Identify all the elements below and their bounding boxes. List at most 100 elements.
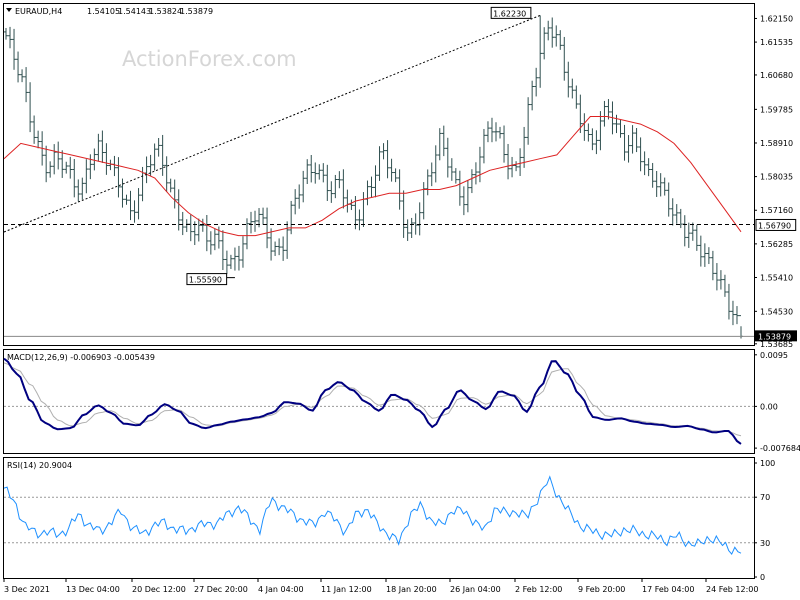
price-bar — [8, 26, 13, 49]
collapse-arrow-icon[interactable] — [6, 8, 12, 12]
price-bar — [120, 178, 125, 208]
price-bar — [409, 217, 414, 239]
price-tick-label: 1.53685 — [760, 340, 793, 349]
price-bar — [277, 238, 282, 256]
price-bar — [28, 82, 33, 133]
price-bar — [485, 121, 490, 143]
price-bar — [192, 221, 197, 246]
x-tick-label: 2 Feb 12:00 — [515, 585, 562, 594]
price-bar — [176, 189, 181, 231]
price-bar — [289, 200, 294, 235]
rsi-panel — [3, 457, 755, 579]
rsi-tick-label: 100 — [760, 459, 775, 468]
price-bar — [16, 51, 21, 83]
price-bar — [397, 169, 402, 210]
price-bar — [96, 133, 101, 162]
price-bar — [698, 235, 703, 267]
price-bar — [522, 126, 527, 168]
price-bar — [273, 241, 278, 256]
price-bar — [164, 156, 169, 192]
price-bar — [706, 247, 711, 265]
price-bar — [425, 169, 430, 196]
price-bar — [156, 137, 161, 157]
rsi-tick-label: 70 — [760, 493, 770, 502]
price-bar — [84, 159, 89, 194]
x-axis: 3 Dec 2021 13 Dec 04:00 20 Dec 12:00 27 Dec… — [3, 578, 758, 594]
price-bar — [726, 283, 731, 320]
price-bar — [558, 30, 563, 50]
price-bar — [714, 263, 719, 291]
price-bar — [325, 164, 330, 201]
price-bar — [333, 174, 338, 199]
watermark: ActionForex.com — [122, 47, 297, 71]
price-bar — [369, 176, 374, 198]
price-bar — [489, 117, 494, 143]
macd-layer: MACD(12,26,9) -0.006903 -0.005439 0.0095 0… — [3, 351, 800, 453]
high-annotation: 1.62230 — [493, 9, 526, 18]
price-bar — [136, 188, 141, 220]
price-bar — [208, 231, 213, 255]
price-bar — [52, 144, 57, 175]
trend-line — [3, 14, 541, 233]
price-bar — [36, 130, 41, 149]
price-bar — [269, 228, 274, 261]
price-bar — [92, 148, 97, 171]
price-bar — [494, 122, 498, 142]
price-bar — [457, 170, 462, 206]
price-bar — [148, 154, 153, 177]
price-bar — [357, 209, 362, 231]
price-bar — [650, 162, 655, 188]
price-bar — [674, 204, 679, 224]
low-annotation: 1.55590 — [189, 276, 222, 285]
price-bar — [313, 162, 318, 184]
price-tick-label: 1.55410 — [760, 274, 793, 283]
price-bar — [309, 155, 314, 183]
price-bar — [32, 115, 37, 144]
price-bar — [646, 158, 651, 177]
price-bar — [116, 157, 121, 198]
price-bar — [630, 125, 635, 154]
macd-tick-label: -0.007684 — [760, 444, 800, 453]
price-tick-label: 1.57160 — [760, 206, 793, 215]
price-bar — [694, 224, 699, 251]
price-bar — [317, 164, 322, 180]
level-annotation-box — [755, 218, 797, 231]
price-bar — [236, 245, 241, 271]
price-bar — [393, 168, 398, 183]
price-bar — [518, 148, 523, 177]
macd-tick-label: 0.00 — [760, 402, 778, 411]
price-bar — [690, 222, 695, 241]
low-annotation-box — [186, 273, 228, 286]
price-bar — [678, 208, 683, 229]
price-bar — [461, 186, 466, 216]
price-bar — [381, 143, 386, 160]
rsi-layer: RSI(14) 20.9004 100 70 30 0 — [3, 459, 775, 582]
price-bar — [550, 17, 555, 48]
price-bar — [389, 158, 394, 182]
price-bar — [44, 145, 49, 183]
rsi-tick-label: 30 — [760, 539, 770, 548]
price-bar — [224, 250, 229, 274]
price-bar — [730, 300, 735, 326]
rsi-line — [3, 475, 742, 556]
price-bar — [658, 173, 663, 197]
price-bar — [437, 128, 442, 161]
price-tick-label: 1.56285 — [760, 240, 793, 249]
price-bar — [722, 274, 727, 297]
price-bar — [530, 80, 535, 111]
price-bar — [638, 137, 643, 172]
price-bar — [196, 218, 201, 242]
price-bar — [4, 28, 8, 40]
price-bar — [265, 207, 270, 249]
price-bar — [574, 85, 579, 109]
price-bar — [718, 270, 723, 290]
price-bar — [421, 182, 426, 220]
rsi-tick-label: 0 — [760, 573, 765, 582]
price-bar — [240, 236, 245, 268]
close-value: 1.53879 — [180, 7, 213, 16]
price-bar — [534, 67, 539, 97]
price-bar — [405, 219, 410, 241]
price-bar — [686, 222, 691, 248]
x-tick-label: 18 Jan 20:00 — [386, 585, 437, 594]
price-bar — [417, 202, 422, 236]
